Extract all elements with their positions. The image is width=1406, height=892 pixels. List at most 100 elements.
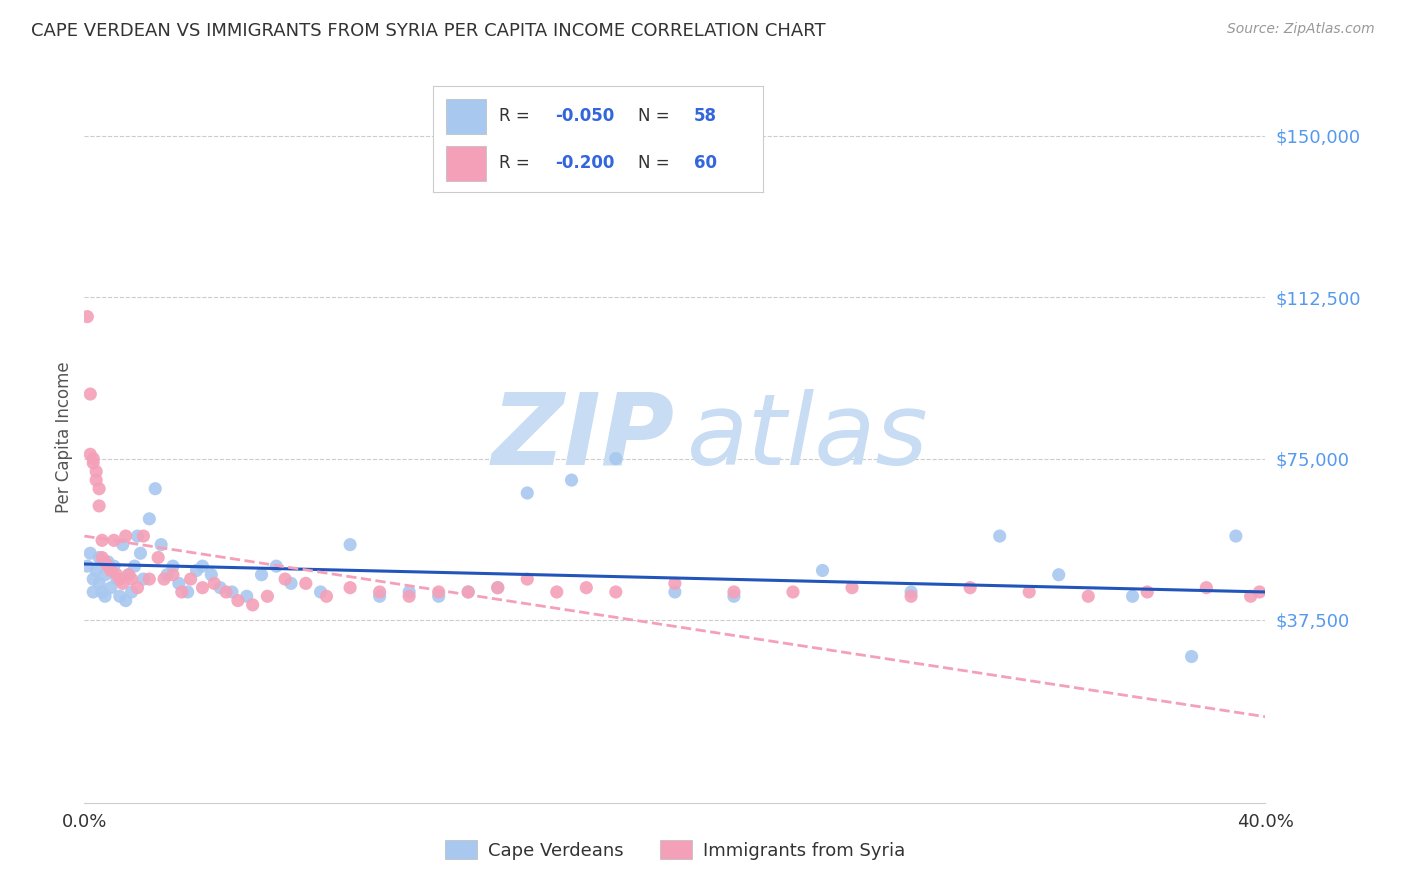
Point xyxy=(138,572,160,586)
Point xyxy=(561,473,583,487)
Point xyxy=(339,581,361,595)
Point xyxy=(457,585,479,599)
Point xyxy=(150,538,173,552)
Point xyxy=(111,538,134,552)
Text: CAPE VERDEAN VS IMMIGRANTS FROM SYRIA PER CAPITA INCOME CORRELATION CHART: CAPE VERDEAN VS IMMIGRANTS FROM SYRIA PE… xyxy=(31,22,825,40)
Point xyxy=(664,585,686,599)
Point xyxy=(200,567,222,582)
Point xyxy=(100,564,122,578)
Point xyxy=(486,581,509,595)
Point xyxy=(215,585,238,599)
Text: atlas: atlas xyxy=(686,389,928,485)
Point xyxy=(138,512,160,526)
Point xyxy=(170,585,193,599)
Point xyxy=(988,529,1011,543)
Point xyxy=(605,451,627,466)
Point xyxy=(153,572,176,586)
Point xyxy=(516,486,538,500)
Point xyxy=(148,550,170,565)
Point xyxy=(132,572,155,586)
Legend: Cape Verdeans, Immigrants from Syria: Cape Verdeans, Immigrants from Syria xyxy=(437,833,912,867)
Point xyxy=(127,581,149,595)
Point xyxy=(111,576,134,591)
Point xyxy=(605,585,627,599)
Point xyxy=(103,559,125,574)
Point xyxy=(87,576,111,591)
Point xyxy=(87,482,111,496)
Point xyxy=(91,533,114,548)
Point xyxy=(177,585,200,599)
Point xyxy=(315,589,337,603)
Point xyxy=(250,567,273,582)
Point xyxy=(114,529,136,543)
Point xyxy=(398,589,420,603)
Point xyxy=(295,576,318,591)
Point xyxy=(256,589,278,603)
Point xyxy=(309,585,332,599)
Point xyxy=(398,585,420,599)
Point xyxy=(105,572,128,586)
Point xyxy=(516,572,538,586)
Point xyxy=(723,585,745,599)
Point xyxy=(202,576,225,591)
Point xyxy=(76,310,98,324)
Point xyxy=(575,581,598,595)
Point xyxy=(236,589,259,603)
Point xyxy=(274,572,297,586)
Point xyxy=(1077,589,1099,603)
Point xyxy=(1136,585,1159,599)
Point xyxy=(486,581,509,595)
Point xyxy=(121,585,143,599)
Point xyxy=(87,499,111,513)
Point xyxy=(91,585,114,599)
Point xyxy=(811,564,834,578)
Point xyxy=(103,533,125,548)
Point xyxy=(664,576,686,591)
Point xyxy=(79,546,101,560)
Point xyxy=(127,529,149,543)
Point xyxy=(162,567,184,582)
Point xyxy=(167,576,190,591)
Point xyxy=(121,572,143,586)
Point xyxy=(1018,585,1040,599)
Point xyxy=(1122,589,1144,603)
Point xyxy=(1225,529,1247,543)
Point xyxy=(1181,649,1204,664)
Point xyxy=(368,585,391,599)
Point xyxy=(959,581,981,595)
Point xyxy=(723,589,745,603)
Point xyxy=(1249,585,1271,599)
Point xyxy=(143,482,166,496)
Point xyxy=(191,559,214,574)
Point xyxy=(84,564,107,578)
Point xyxy=(87,550,111,565)
Point xyxy=(97,559,120,574)
Point xyxy=(118,567,141,582)
Point xyxy=(427,585,450,599)
Point xyxy=(100,581,122,595)
Point xyxy=(368,589,391,603)
Point xyxy=(162,559,184,574)
Point xyxy=(427,589,450,603)
Point xyxy=(900,585,922,599)
Point xyxy=(94,567,117,582)
Point xyxy=(108,572,131,586)
Point xyxy=(186,564,208,578)
Point xyxy=(226,593,249,607)
Point xyxy=(546,585,568,599)
Point xyxy=(180,572,202,586)
Point xyxy=(1195,581,1218,595)
Point xyxy=(82,572,104,586)
Point xyxy=(900,589,922,603)
Point xyxy=(82,456,104,470)
Point xyxy=(94,555,117,569)
Point xyxy=(156,567,179,582)
Point xyxy=(82,451,104,466)
Point xyxy=(1047,567,1070,582)
Point xyxy=(84,465,107,479)
Point xyxy=(129,546,152,560)
Point xyxy=(76,559,98,574)
Y-axis label: Per Capita Income: Per Capita Income xyxy=(55,361,73,513)
Point xyxy=(191,581,214,595)
Point xyxy=(339,538,361,552)
